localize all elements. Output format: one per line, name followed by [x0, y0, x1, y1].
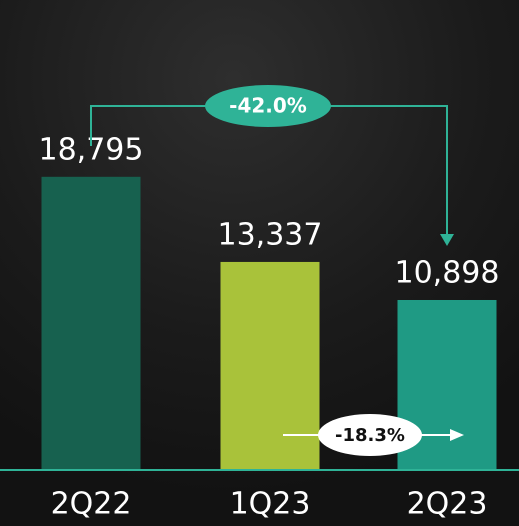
x-tick-label: 2Q22: [51, 487, 132, 522]
bar: [220, 261, 320, 470]
x-tick-label: 1Q23: [230, 487, 311, 522]
value-label: 10,898: [395, 255, 500, 290]
arrow-head: [450, 429, 464, 441]
value-label: 13,337: [218, 217, 323, 252]
bar: [41, 176, 141, 470]
annotation-bubble: [318, 414, 422, 456]
arrow-head: [440, 234, 454, 246]
annotation-bubble: [205, 85, 331, 127]
annotation: -18.3%: [335, 425, 405, 446]
annotation: -42.0%: [229, 94, 307, 118]
x-tick-label: 2Q23: [407, 487, 488, 522]
